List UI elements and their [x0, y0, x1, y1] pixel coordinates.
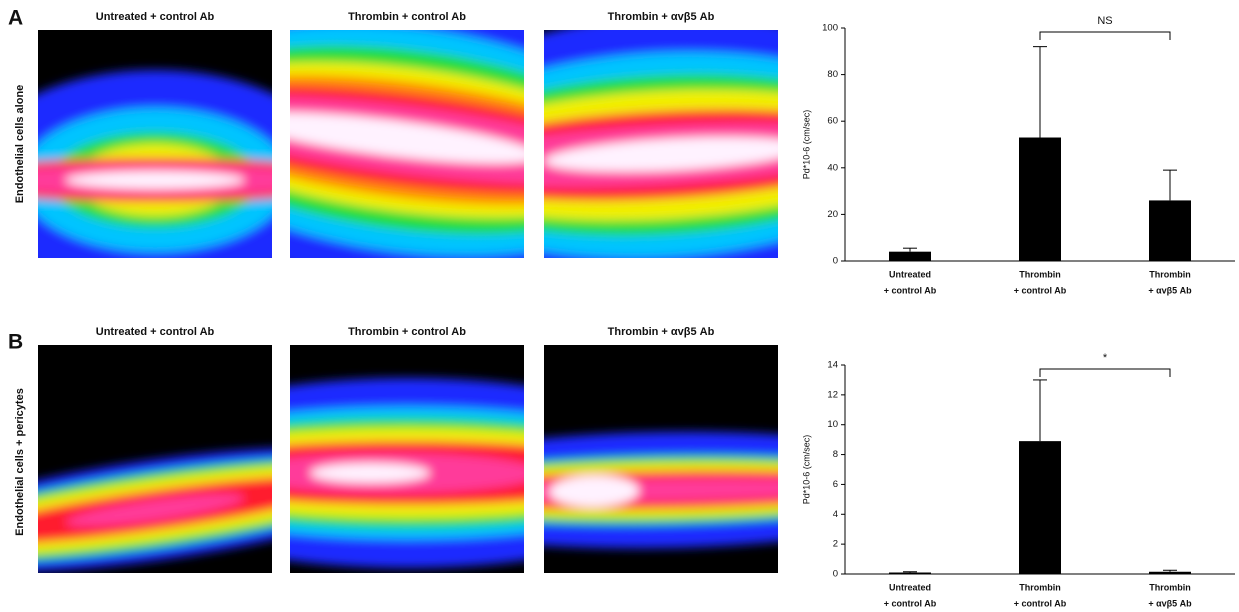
y-tick-label: 2 — [833, 539, 838, 550]
y-tick-label: 10 — [827, 419, 838, 430]
bar — [1019, 137, 1061, 261]
bar — [1149, 571, 1191, 574]
image-title: Untreated + control Ab — [96, 326, 215, 338]
heat-layers — [290, 378, 524, 568]
heat-band — [544, 136, 778, 172]
image-title: Thrombin + control Ab — [348, 11, 466, 23]
panel-letter: B — [8, 331, 23, 354]
heatmap-image — [544, 30, 778, 258]
y-tick-label: 6 — [833, 479, 838, 490]
heat-band — [290, 112, 524, 164]
heat-band — [310, 463, 430, 483]
heat-layers — [38, 447, 272, 573]
y-tick-label: 4 — [833, 509, 838, 520]
bar — [1019, 441, 1061, 574]
y-tick-label: 14 — [827, 360, 838, 371]
x-tick-label: Untreated — [889, 582, 931, 592]
x-tick-label: Thrombin — [1149, 269, 1191, 279]
x-tick-label: + control Ab — [884, 285, 937, 295]
y-tick-label: 20 — [827, 209, 838, 220]
x-tick-label: + αvβ5 Ab — [1148, 285, 1192, 295]
heatmap-image — [38, 345, 272, 573]
x-tick-label: + control Ab — [1014, 598, 1067, 608]
image-title: Thrombin + αvβ5 Ab — [608, 326, 715, 338]
x-tick-label: + control Ab — [884, 598, 937, 608]
y-tick-label: 40 — [827, 162, 838, 173]
x-tick-label: Thrombin — [1149, 582, 1191, 592]
row-label: Endothelial cells alone — [14, 85, 26, 204]
bar — [1149, 200, 1191, 261]
y-axis-label: Pd*10-6 (cm/sec) — [801, 435, 811, 505]
significance-label: * — [1103, 352, 1108, 364]
row-label: Endothelial cells + pericytes — [14, 388, 26, 536]
x-tick-label: + αvβ5 Ab — [1148, 598, 1192, 608]
significance-bracket — [1039, 31, 1171, 40]
x-tick-label: + control Ab — [1014, 285, 1067, 295]
image-title: Untreated + control Ab — [96, 11, 215, 23]
x-tick-label: Untreated — [889, 269, 931, 279]
x-tick-label: Thrombin — [1019, 582, 1061, 592]
y-tick-label: 100 — [822, 23, 838, 34]
heat-band — [65, 171, 245, 189]
y-tick-label: 60 — [827, 116, 838, 127]
heat-layers — [290, 30, 524, 258]
bar — [889, 251, 931, 261]
heatmap-image — [290, 30, 524, 258]
heatmap-image — [544, 345, 778, 573]
significance-bracket — [1039, 368, 1171, 377]
image-title: Thrombin + αvβ5 Ab — [608, 11, 715, 23]
significance-label: NS — [1097, 15, 1112, 27]
heat-layers — [38, 70, 272, 258]
y-tick-label: 0 — [833, 256, 838, 267]
heatmap-image — [290, 345, 524, 573]
heat-layers — [544, 30, 778, 258]
y-tick-label: 80 — [827, 69, 838, 80]
y-tick-label: 12 — [827, 389, 838, 400]
heat-layers — [544, 431, 778, 549]
heat-band — [65, 494, 245, 526]
bar — [889, 572, 931, 574]
image-title: Thrombin + control Ab — [348, 326, 466, 338]
heatmap-image — [38, 30, 272, 258]
y-tick-label: 8 — [833, 449, 838, 460]
x-tick-label: Thrombin — [1019, 269, 1061, 279]
y-tick-label: 0 — [833, 569, 838, 580]
y-axis-label: Pd*10-6 (cm/sec) — [801, 110, 811, 180]
heat-band — [549, 475, 640, 508]
panel-letter: A — [8, 7, 23, 30]
